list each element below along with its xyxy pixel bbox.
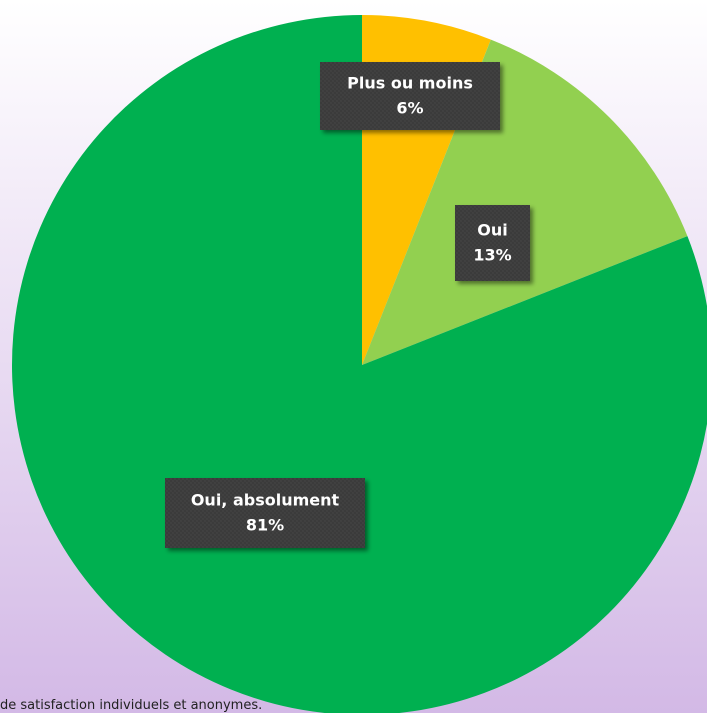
label-value: 6%	[396, 99, 423, 118]
label-value: 13%	[473, 246, 511, 265]
label-category: Plus ou moins	[347, 74, 473, 93]
label-box	[165, 478, 365, 548]
label-box	[455, 205, 530, 281]
label-category: Oui	[477, 221, 507, 240]
label-box	[320, 62, 500, 130]
label-category: Oui, absolument	[191, 491, 340, 510]
footnote: de satisfaction individuels et anonymes.	[0, 698, 262, 713]
data-labels: Plus ou moins 6% Oui 13% Oui, absolument 81%	[165, 62, 530, 548]
label-value: 81%	[246, 516, 284, 535]
pie-slice	[362, 39, 688, 365]
